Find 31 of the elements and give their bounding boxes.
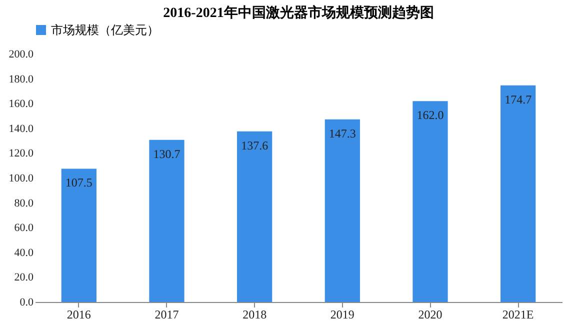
bar xyxy=(237,131,272,302)
bar xyxy=(61,168,96,302)
y-tick-label: 0.0 xyxy=(20,296,34,308)
legend-label: 市场规模（亿美元） xyxy=(51,23,159,37)
bar xyxy=(412,101,448,302)
y-tick-label: 60.0 xyxy=(14,222,34,234)
data-label: 107.5 xyxy=(65,176,92,190)
y-tick-label: 200.0 xyxy=(8,48,34,60)
x-tick-label: 2019 xyxy=(330,308,354,322)
data-label: 130.7 xyxy=(153,146,180,161)
y-tick-label: 160.0 xyxy=(8,98,34,110)
y-tick-label: 20.0 xyxy=(14,272,34,284)
x-tick-label: 2020 xyxy=(418,308,442,322)
x-tick-label: 2017 xyxy=(154,308,179,322)
y-tick-label: 140.0 xyxy=(8,122,34,135)
y-tick-label: 100.0 xyxy=(8,172,34,184)
x-tick-label: 2021E xyxy=(502,308,534,322)
y-tick-label: 120.0 xyxy=(8,148,34,160)
y-tick-label: 40.0 xyxy=(14,246,34,259)
data-label: 137.6 xyxy=(241,138,268,152)
data-label: 147.3 xyxy=(328,126,356,140)
bar xyxy=(324,119,360,302)
data-label: 162.0 xyxy=(416,108,444,122)
chart-title: 2016-2021年中国激光器市场规模预测趋势图 xyxy=(163,4,434,21)
bar xyxy=(149,140,184,302)
x-tick-label: 2016 xyxy=(66,308,91,322)
x-tick-label: 2018 xyxy=(242,308,267,322)
bar xyxy=(500,85,536,302)
y-tick-label: 180.0 xyxy=(8,73,34,86)
y-tick-label: 80.0 xyxy=(14,197,34,210)
data-label: 174.7 xyxy=(504,92,532,106)
